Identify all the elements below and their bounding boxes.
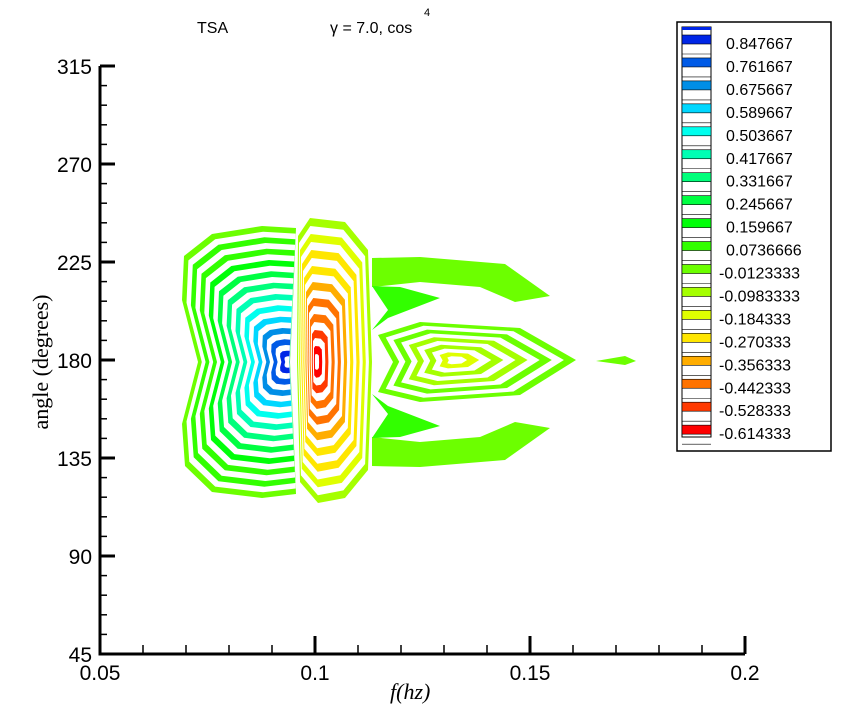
legend-label: 0.761667 [726,59,793,76]
legend-swatch [681,264,712,274]
axes: 0.05 0.1 0.15 0.2 45 90 135 180 225 270 315 [57,56,760,685]
legend-swatch [681,149,712,160]
legend-swatch [681,287,712,297]
legend-label: -0.442333 [719,380,791,397]
chart-title-superscript: 4 [424,7,430,19]
legend-swatch [681,333,712,343]
legend-swatch [681,378,712,389]
legend-swatch [681,424,712,435]
legend-label: -0.356333 [719,357,791,374]
legend-label: -0.0123333 [719,266,800,283]
legend-swatch [681,310,712,320]
legend: 0.847667 0.761667 0.675667 0.589667 0.503667… [676,21,832,452]
legend-label: 0.847667 [726,36,793,53]
legend-label: 0.331667 [726,174,793,191]
legend-label: 0.589667 [726,105,793,122]
legend-swatch [681,126,712,137]
lower-wedge [372,394,440,438]
legend-label: 0.159667 [726,220,793,237]
x-tick-label: 0.2 [730,662,759,685]
chart-title-right: γ = 7.0, cos [330,20,412,37]
y-tick-label: 135 [57,448,92,471]
secondary-lobe-gap [447,356,468,365]
y-tick-label: 315 [57,56,92,79]
y-tick-label: 180 [57,350,92,373]
legend-label: -0.0983333 [719,288,800,305]
legend-label: 0.675667 [726,82,793,99]
legend-swatch [681,172,712,182]
negative-lobe-gap [314,354,320,370]
positive-lobe-band [280,350,290,374]
legend-swatch [681,34,712,45]
upper-arm [372,257,550,302]
upper-wedge [372,286,440,330]
legend-label: -0.270333 [719,334,791,351]
legend-label: -0.614333 [719,426,791,443]
y-tick-label: 225 [57,252,92,275]
legend-label: 0.503667 [726,128,793,145]
legend-swatch [681,401,712,412]
legend-label: 0.417667 [726,151,793,168]
legend-label: -0.184333 [719,311,791,328]
y-tick-label: 270 [57,154,92,177]
legend-swatch [681,195,712,205]
legend-swatch [681,80,712,91]
y-tick-label: 90 [69,546,92,569]
contour-plot [182,218,636,503]
x-tick-label: 0.1 [300,662,329,685]
x-axis-title: f(hz) [390,679,430,704]
legend-swatch [681,218,712,228]
x-tick-label: 0.05 [80,662,121,685]
legend-swatch [682,27,711,30]
y-tick-label: 45 [69,644,92,667]
tail-sliver [596,356,636,365]
chart-title-left: TSA [197,20,228,37]
legend-label: -0.528333 [719,403,791,420]
legend-swatch [681,103,712,114]
y-axis-title: angle (degrees) [28,295,53,430]
legend-label: 0.245667 [726,197,793,214]
legend-swatch [681,355,712,366]
lower-arm [372,422,550,467]
x-tick-label: 0.15 [510,662,551,685]
legend-swatch [681,57,712,68]
legend-swatch [681,241,712,251]
legend-label: 0.0736666 [726,243,802,260]
positive-lobe-gap [284,356,290,368]
